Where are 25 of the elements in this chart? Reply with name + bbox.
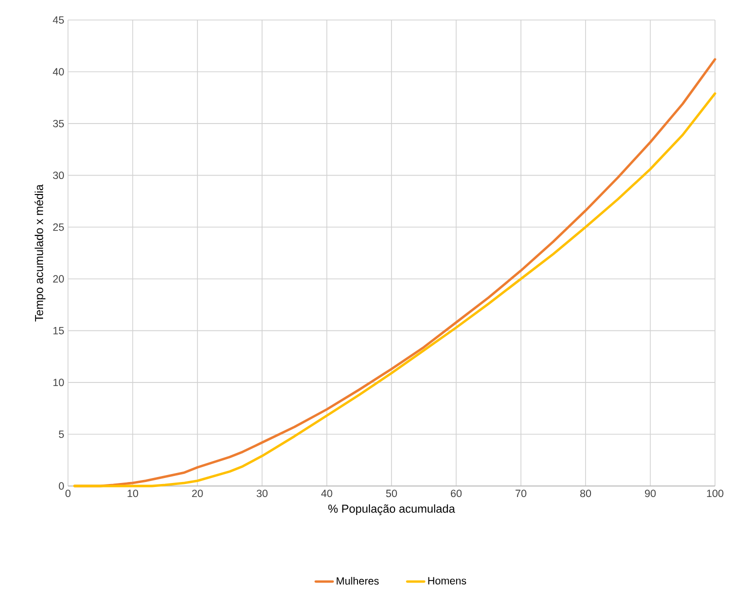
y-tick-label: 20 bbox=[53, 275, 64, 283]
x-axis-title: % População acumulada bbox=[328, 504, 456, 516]
y-tick-label: 0 bbox=[58, 482, 64, 490]
x-tick-label: 70 bbox=[516, 490, 526, 498]
y-tick-label: 10 bbox=[53, 378, 64, 386]
legend-label: Mulheres bbox=[336, 576, 379, 585]
y-tick-label: 15 bbox=[53, 327, 64, 334]
y-axis-title: Tempo acumulado x média bbox=[34, 184, 46, 322]
x-tick-label: 50 bbox=[386, 490, 397, 498]
y-tick-label: 25 bbox=[53, 223, 64, 231]
x-tick-label: 30 bbox=[256, 490, 268, 498]
x-tick-label: 10 bbox=[128, 490, 138, 498]
x-tick-label: 90 bbox=[644, 490, 656, 498]
y-tick-label: 5 bbox=[58, 430, 64, 438]
y-tick-label: 30 bbox=[53, 172, 64, 180]
y-tick-label: 35 bbox=[53, 120, 64, 128]
legend-label: Homens bbox=[428, 577, 466, 584]
x-tick-label: 40 bbox=[321, 490, 332, 498]
x-tick-label: 80 bbox=[580, 490, 592, 498]
y-tick-label: 40 bbox=[52, 68, 64, 76]
y-tick-label: 45 bbox=[52, 16, 64, 24]
x-tick-label: 100 bbox=[707, 490, 724, 498]
x-tick-label: 0 bbox=[65, 490, 70, 498]
x-tick-label: 20 bbox=[192, 490, 203, 498]
x-tick-label: 60 bbox=[450, 490, 462, 498]
